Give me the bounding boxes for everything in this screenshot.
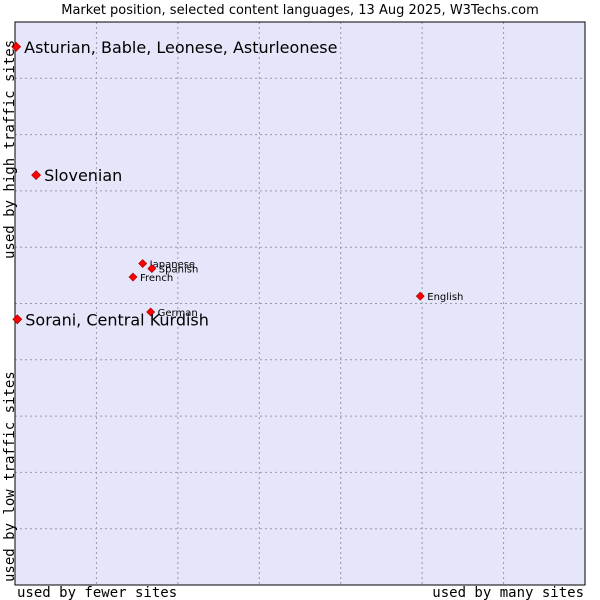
grid-lines [15,22,585,585]
point-label-german: German [158,308,198,319]
data-point-japanese: Japanese [138,259,195,271]
point-label-english: English [427,292,463,303]
data-points: Asturian, Bable, Leonese, Asturleonese Sl… [11,38,463,329]
point-marker-sorani [12,314,23,325]
point-label-sorani: Sorani, Central Kurdish [25,310,209,329]
point-marker-french [128,272,138,282]
data-point-slovenian: Slovenian [31,166,122,185]
y-axis-label-top: used by high traffic sites [2,40,18,259]
point-marker-asturian [11,41,22,52]
point-label-french: French [140,273,173,284]
point-label-spanish: Spanish [159,265,199,276]
point-marker-slovenian [31,170,42,181]
data-point-french: French [128,272,173,284]
y-axis-label-bottom: used by low traffic sites [2,371,18,582]
point-label-japanese: Japanese [149,260,195,271]
x-axis-label-right: used by many sites [432,585,584,600]
point-marker-english [415,291,425,301]
point-marker-japanese [138,259,148,268]
data-point-german: German [146,307,198,319]
data-point-english: English [415,291,463,303]
point-label-slovenian: Slovenian [44,166,122,185]
point-marker-german [146,307,156,317]
point-label-asturian: Asturian, Bable, Leonese, Asturleonese [24,38,337,57]
x-axis-label-left: used by fewer sites [17,585,177,600]
data-point-sorani: Sorani, Central Kurdish [12,310,209,329]
point-marker-spanish [147,264,157,274]
plot-frame [14,21,586,586]
chart-title: Market position, selected content langua… [61,3,539,18]
data-point-asturian: Asturian, Bable, Leonese, Asturleonese [11,38,337,57]
data-point-spanish: Spanish [147,264,199,276]
